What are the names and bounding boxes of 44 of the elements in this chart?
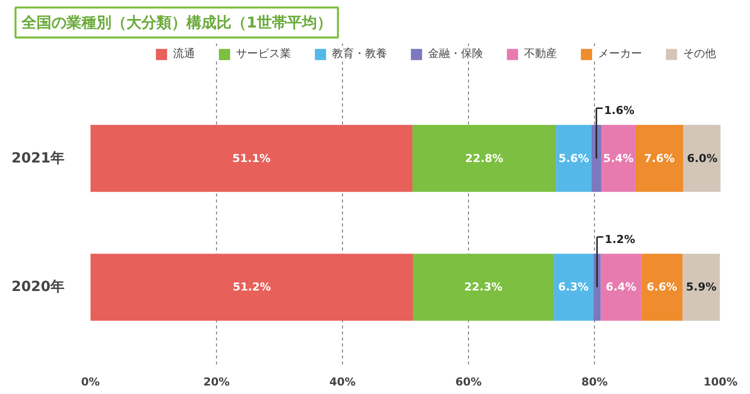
legend-label: サービス業: [236, 46, 291, 61]
y-tick-label: 2020年: [12, 279, 65, 296]
x-tick-label: 0%: [81, 376, 100, 388]
data-label: 7.6%: [644, 152, 675, 165]
bar: [635, 124, 684, 192]
bar: [556, 124, 592, 192]
y-tick-label: 2021年: [12, 150, 65, 166]
bar: [600, 254, 642, 321]
x-tick-label: 40%: [329, 376, 356, 388]
data-label: 51.2%: [232, 280, 271, 294]
data-label: 5.9%: [686, 280, 717, 294]
x-tick-label: 20%: [203, 376, 230, 388]
data-label: 51.1%: [232, 152, 271, 165]
bar: [682, 254, 720, 321]
data-label: 22.8%: [465, 152, 504, 165]
data-label: 6.3%: [558, 280, 589, 294]
legend-label: その他: [683, 46, 716, 61]
bar: [591, 124, 602, 192]
legend-label: 教育・教養: [332, 46, 387, 61]
x-tick-label: 80%: [581, 376, 608, 388]
legend-label: 流通: [173, 46, 195, 61]
bar: [90, 254, 414, 321]
x-tick-label: 60%: [455, 376, 482, 388]
data-label: 6.6%: [646, 280, 678, 294]
bar: [554, 254, 594, 321]
bar: [412, 124, 556, 192]
bar: [413, 254, 554, 321]
x-tick-label: 100%: [704, 376, 738, 388]
data-label: 1.2%: [604, 233, 636, 246]
data-label: 6.0%: [686, 152, 718, 165]
chart-title: 全国の業種別（大分類）構成比（1世帯平均）: [20, 14, 332, 32]
legend-label: 不動産: [524, 46, 557, 61]
data-label: 5.4%: [603, 152, 634, 165]
data-label: 1.6%: [604, 104, 634, 118]
legend-label: メーカー: [598, 46, 642, 61]
bar: [641, 254, 683, 321]
bar: [601, 124, 636, 192]
bar: [593, 254, 601, 321]
legend-label: 金融・保険: [428, 46, 483, 61]
data-label: 6.4%: [606, 280, 636, 294]
data-label: 22.3%: [464, 280, 502, 294]
bar: [90, 124, 412, 192]
data-label: 5.6%: [558, 152, 589, 165]
bar: [683, 124, 720, 192]
